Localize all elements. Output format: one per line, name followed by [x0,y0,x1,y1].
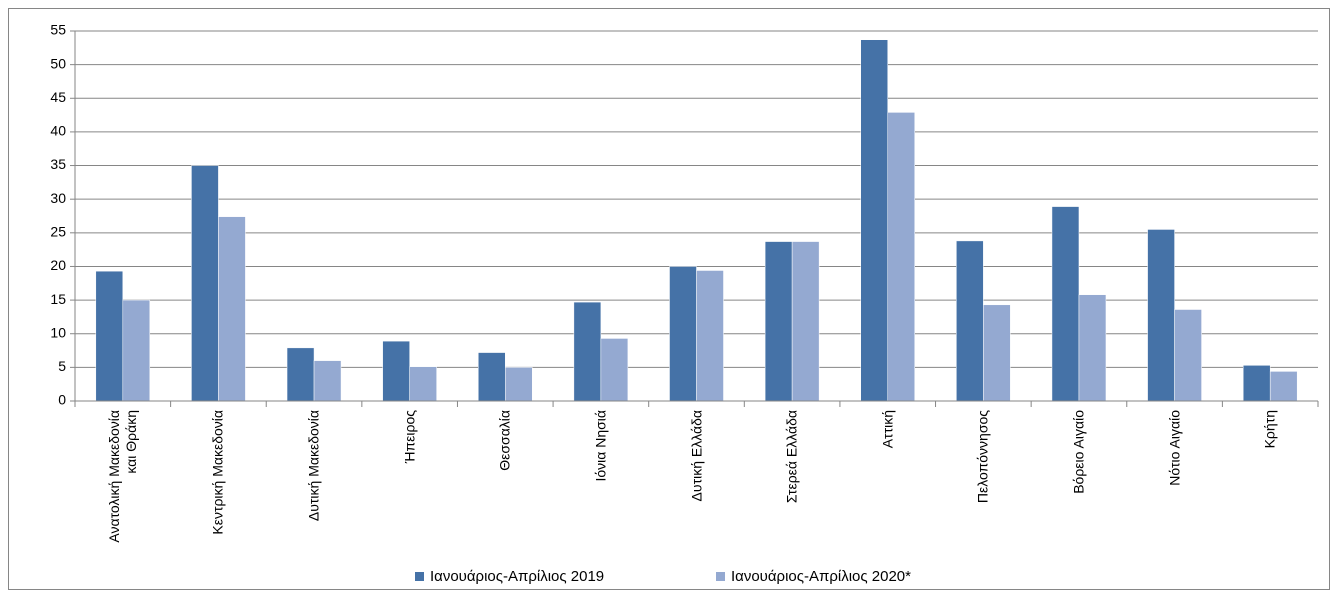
y-tick-label: 30 [50,190,66,206]
x-tick-label: Ήπειρος [401,410,418,464]
bar [669,266,697,402]
bar [600,338,629,402]
y-tick-label: 45 [50,89,66,105]
y-tick-label: 0 [58,392,66,408]
bar [286,347,315,402]
x-tick-label: Νότιο Αιγαίο [1166,410,1183,486]
bar [313,360,342,402]
y-tick-label: 20 [50,257,66,273]
bar [122,299,151,402]
chart-border [8,8,1330,590]
y-tick-label: 40 [50,123,66,139]
y-tick-label: 50 [50,55,66,71]
y-tick-label: 5 [58,358,66,374]
y-tick-label: 10 [50,324,66,340]
x-tick-label: Δυτική Μακεδονία [305,410,322,522]
bar [1147,229,1175,402]
bar [382,340,410,402]
x-tick-label: Δυτική Ελλάδα [688,410,704,502]
legend-label: Ιανουάριος-Απρίλιος 2019 [430,568,605,585]
y-tick-label: 35 [50,156,66,172]
bar [1174,309,1202,402]
bar [887,112,915,402]
bar [95,270,124,402]
bar [1269,371,1298,402]
legend-swatch [716,572,725,581]
x-tick-label: Ιόνια Νησιά [592,410,609,482]
bar [505,367,533,402]
bar [409,366,437,402]
legend-swatch [415,572,424,581]
bar [791,241,820,402]
y-tick-label: 25 [50,224,66,240]
legend-item: Ιανουάριος-Απρίλιος 2020* [716,568,911,585]
bar [191,165,219,402]
bar [478,352,506,402]
bar [1078,294,1107,402]
y-tick-label: 15 [50,291,66,307]
bar [1242,365,1271,402]
bar [573,301,602,402]
bar [860,39,888,402]
x-tick-label: Αττική [879,410,896,449]
bar [218,216,246,402]
x-tick-label: Κεντρική Μακεδονία [209,410,226,535]
y-tick-label: 55 [50,22,66,38]
x-tick-label: Ανατολική Μακεδονία και Θράκη [105,410,139,543]
bar [696,270,724,402]
x-tick-label: Κρήτη [1261,410,1278,449]
bar [1051,206,1080,402]
x-tick-label: Στερεά Ελλάδα [783,410,800,504]
x-tick-label: Πελοπόννησος [974,410,991,504]
legend-label: Ιανουάριος-Απρίλιος 2020* [731,568,911,585]
bar [764,241,793,402]
bar [956,240,984,402]
legend-item: Ιανουάριος-Απρίλιος 2019 [415,568,604,585]
bar [983,304,1011,402]
x-tick-label: Θεσσαλία [496,410,513,471]
x-tick-label: Βόρειο Αιγαίο [1070,410,1087,494]
